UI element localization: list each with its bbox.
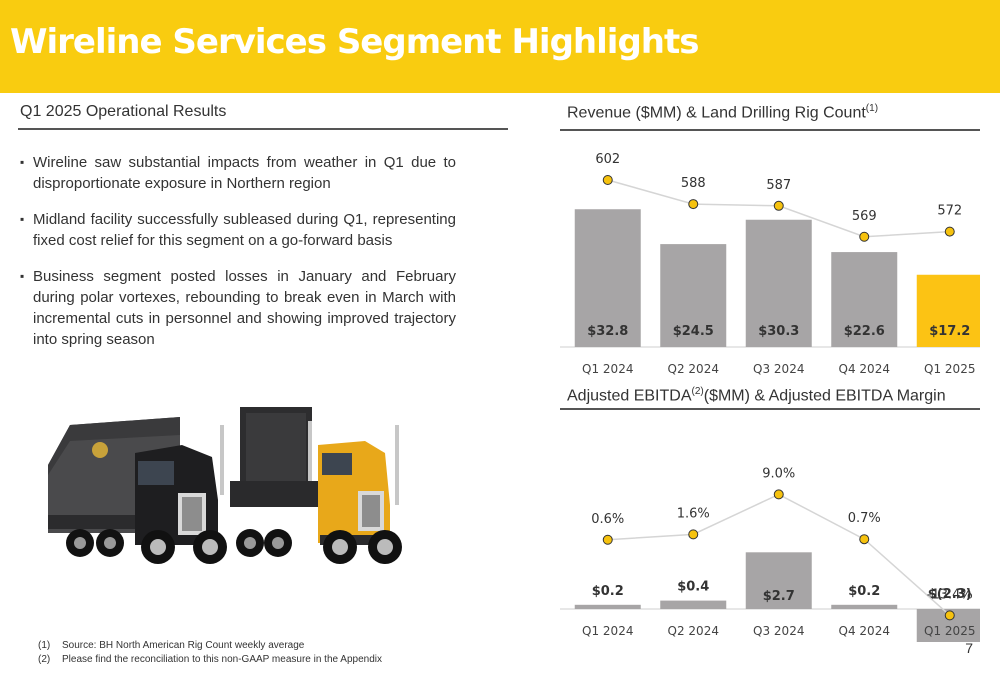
bullet-item: Midland facility successfully subleased … [20,209,456,251]
footnote-text: Source: BH North American Rig Count week… [62,640,305,651]
revenue-divider [560,129,980,131]
page-title: Wireline Services Segment Highlights [10,22,699,62]
line-point [944,610,955,621]
ebitda-margin-chart: $0.2 Q1 2024 $0.4 Q2 2024 $2.7 Q3 2024 $0.2 Q4 … [560,466,980,642]
line-point [859,534,870,545]
revenue-rig-count-chart: $32.8 Q1 2024 $24.5 Q2 2024 $30.3 Q3 2024 $22.… [560,152,980,376]
revenue-title-text: Revenue ($MM) & Land Drilling Rig Count [567,104,866,122]
bar-value-label: $0.2 [592,584,624,599]
footnote-text: Please find the reconciliation to this n… [62,654,383,665]
x-tick-label: Q3 2024 [753,362,804,376]
line-value-label: 587 [766,178,791,193]
footnote-item: (2) Please find the reconciliation to thi… [38,653,382,667]
x-tick-label: Q4 2024 [839,362,890,376]
line-value-label: -13.4% [927,587,973,602]
footnote-number: (1) [38,640,51,651]
x-tick-label: Q1 2025 [924,362,975,376]
wireline-truck-image [48,407,402,564]
ebitda-divider [560,408,980,410]
x-tick-label: Q1 2024 [582,624,633,638]
bar [831,604,898,609]
x-tick-label: Q1 2025 [924,624,975,638]
ebitda-footnote-ref: (2) [691,386,704,397]
line-point [773,200,784,211]
revenue-footnote-ref: (1) [865,103,879,114]
line-point [859,231,870,242]
line-value-label: 1.6% [677,506,710,521]
x-tick-label: Q4 2024 [839,624,890,638]
x-tick-label: Q3 2024 [753,624,804,638]
x-tick-label: Q2 2024 [668,624,719,638]
bar [916,274,980,347]
bar [745,552,812,609]
footnote-number: (2) [38,654,51,665]
footnotes: (1) Source: BH North American Rig Count w… [38,639,382,667]
left-divider [18,128,508,130]
bar [574,604,641,609]
bar-value-label: $(2.3) [928,587,972,602]
line-point [688,529,699,540]
bar [660,600,727,609]
bar [660,244,727,347]
bar [831,252,898,347]
ebitda-title-prefix: Adjusted EBITDA [567,387,692,405]
bar-value-label: $2.7 [763,589,795,604]
page-number: 7 [965,640,973,656]
line-point [688,199,699,210]
bar [745,219,812,347]
line-value-label: 588 [681,176,706,191]
bar-value-label: $17.2 [929,324,970,339]
line-point [602,175,613,185]
line-value-label: 0.6% [591,512,624,527]
bar-value-label: $22.6 [844,324,885,339]
results-bullet-list: Wireline saw substantial impacts from we… [20,152,456,365]
ebitda-title-suffix: ($MM) & Adjusted EBITDA Margin [703,387,946,405]
bullet-item: Wireline saw substantial impacts from we… [20,152,456,194]
revenue-chart-title: Revenue ($MM) & Land Drilling Rig Count(… [567,103,878,122]
x-tick-label: Q1 2024 [582,362,633,376]
line-point [602,534,613,545]
footnote-item: (1) Source: BH North American Rig Count w… [38,639,382,653]
header-banner: Wireline Services Segment Highlights [0,0,1000,93]
line-value-label: 0.7% [848,511,881,526]
line-value-label: 569 [852,209,877,224]
bar-value-label: $24.5 [673,324,714,339]
ebitda-chart-title: Adjusted EBITDA(2)($MM) & Adjusted EBITD… [567,386,946,405]
line-value-label: 602 [595,152,620,167]
bar [574,209,641,347]
line-value-label: 572 [937,204,962,219]
line-value-label: 9.0% [762,466,795,481]
x-tick-label: Q2 2024 [668,362,719,376]
bar-value-label: $30.3 [758,324,799,339]
bar-value-label: $32.8 [587,324,628,339]
bar-value-label: $0.2 [848,584,880,599]
line-point [944,226,955,237]
bullet-item: Business segment posted losses in Januar… [20,266,456,350]
bar-value-label: $0.4 [677,580,709,595]
line-point [773,489,784,500]
operational-results-title: Q1 2025 Operational Results [20,103,227,120]
